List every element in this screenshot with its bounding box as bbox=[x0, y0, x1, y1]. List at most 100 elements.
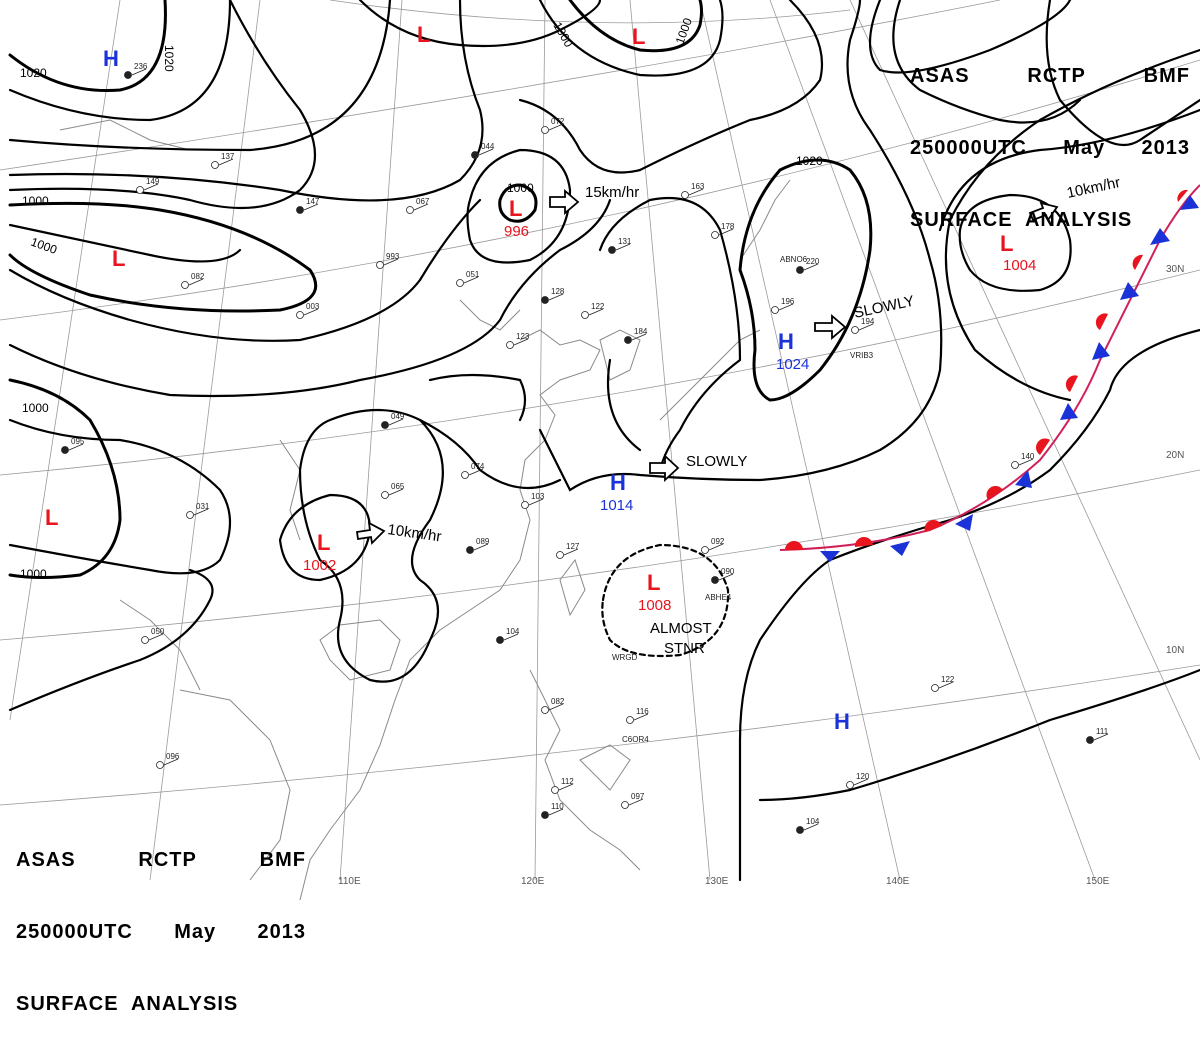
high-pressure-value: 1024 bbox=[776, 356, 809, 373]
wind-barb bbox=[688, 188, 704, 196]
wind-barb bbox=[633, 713, 649, 721]
wind-barb bbox=[563, 548, 579, 556]
station-pressure-label: 116 bbox=[636, 707, 649, 716]
header-time: 250000UTC bbox=[16, 921, 133, 943]
station-pressure-label: 149 bbox=[146, 177, 160, 186]
station-pressure-label: 140 bbox=[1021, 452, 1035, 461]
motion-arrow-icon bbox=[1028, 201, 1059, 222]
station-marker bbox=[1086, 736, 1094, 744]
isobar-label: 1000 bbox=[22, 194, 49, 208]
cold-front-triangles bbox=[820, 195, 1199, 562]
station-marker bbox=[556, 551, 564, 559]
latitude-label: 20N bbox=[1166, 450, 1184, 461]
station-pressure-label: 050 bbox=[151, 627, 165, 636]
station-pressure-label: 110 bbox=[551, 802, 564, 811]
station-pressure-label: 194 bbox=[861, 317, 875, 326]
station-pressure-label: 095 bbox=[71, 437, 85, 446]
wind-barb bbox=[188, 278, 204, 286]
grid-labels: 110E 120E 130E 140E 150E 30N 20N 10N bbox=[338, 264, 1184, 887]
station-marker bbox=[851, 326, 859, 334]
wind-barb bbox=[388, 418, 404, 426]
warm-front-semicircles bbox=[785, 189, 1188, 550]
station-marker bbox=[461, 471, 469, 479]
wind-barb bbox=[383, 258, 399, 266]
station-marker bbox=[181, 281, 189, 289]
wind-barb bbox=[588, 308, 604, 316]
ship-id-label: VRIB3 bbox=[850, 351, 874, 360]
wind-barb bbox=[548, 808, 564, 816]
wind-barb bbox=[143, 183, 159, 191]
motion-arrow-icon bbox=[649, 453, 680, 483]
station-pressure-label: 120 bbox=[856, 772, 870, 781]
wind-barb bbox=[858, 323, 874, 331]
wind-barb bbox=[615, 243, 631, 251]
station-pressure-label: 103 bbox=[531, 492, 545, 501]
wind-barb bbox=[548, 703, 564, 711]
station-pressure-label: 993 bbox=[386, 252, 400, 261]
station-marker bbox=[771, 306, 779, 314]
station-pressure-label: 137 bbox=[221, 152, 235, 161]
station-pressure-label: 097 bbox=[631, 792, 645, 801]
station-pressure-label: 082 bbox=[191, 272, 205, 281]
isobar-label-extra: 1000 bbox=[507, 181, 534, 195]
wind-barb bbox=[778, 303, 794, 311]
station-pressure-label: 131 bbox=[618, 237, 632, 246]
station-pressure-label: 092 bbox=[711, 537, 725, 546]
station-pressure-label: 104 bbox=[506, 627, 520, 636]
low-pressure-symbol: L bbox=[45, 505, 58, 530]
station-pressure-label: 184 bbox=[634, 327, 648, 336]
wind-barb bbox=[131, 68, 147, 76]
wind-barb bbox=[468, 468, 484, 476]
isobar-label: 1020 bbox=[162, 45, 176, 72]
station-marker bbox=[541, 811, 549, 819]
station-marker bbox=[521, 501, 529, 509]
low-pressure-symbol: L bbox=[112, 246, 125, 271]
low-pressure-value: 1002 bbox=[303, 557, 336, 574]
station-marker bbox=[796, 266, 804, 274]
header-top-right: ASAS RCTP BMF 250000UTC May 2013 SURFACE… bbox=[910, 16, 1190, 256]
station-marker bbox=[931, 684, 939, 692]
motion-label: ALMOST bbox=[650, 620, 712, 637]
wind-barb bbox=[718, 228, 734, 236]
station-marker bbox=[608, 246, 616, 254]
wind-barb bbox=[803, 263, 819, 271]
station-marker bbox=[61, 446, 69, 454]
station-marker bbox=[846, 781, 854, 789]
wind-barb bbox=[478, 148, 494, 156]
high-pressure-symbol: H bbox=[834, 709, 850, 734]
station-marker bbox=[1011, 461, 1019, 469]
low-pressure-symbol: L bbox=[509, 196, 522, 221]
isobar-label: 1020 bbox=[20, 66, 47, 80]
high-pressure-symbol: H bbox=[778, 329, 794, 354]
wind-barb bbox=[388, 488, 404, 496]
header-line1: ASAS RCTP BMF bbox=[16, 848, 306, 872]
wind-barb bbox=[803, 823, 819, 831]
station-marker bbox=[471, 151, 479, 159]
isobar-label: 1000 bbox=[20, 567, 47, 581]
header-station: RCTP bbox=[138, 849, 197, 871]
header-title: SURFACE ANALYSIS bbox=[910, 209, 1133, 231]
low-pressure-symbol: L bbox=[647, 570, 660, 595]
station-marker bbox=[541, 126, 549, 134]
motion-label: STNR bbox=[664, 640, 705, 657]
wind-barb bbox=[503, 633, 519, 641]
station-pressure-label: 196 bbox=[781, 297, 795, 306]
header-agency: ASAS bbox=[910, 65, 970, 87]
station-pressure-label: 104 bbox=[806, 817, 820, 826]
station-pressure-label: 147 bbox=[306, 197, 320, 206]
header-month: May bbox=[174, 921, 217, 943]
station-marker bbox=[466, 546, 474, 554]
station-marker bbox=[496, 636, 504, 644]
wind-barb bbox=[463, 276, 479, 284]
wind-barb bbox=[853, 778, 869, 786]
ship-id-label: C6OR4 bbox=[622, 735, 649, 744]
longitude-grid bbox=[9, 0, 1200, 881]
ship-id-label: ABHE4 bbox=[705, 593, 732, 602]
pressure-centers: H L L L L L H L L H L H bbox=[45, 22, 1013, 734]
wind-barb bbox=[558, 783, 574, 791]
wind-barb bbox=[513, 338, 529, 346]
header-year: 2013 bbox=[257, 921, 306, 943]
wind-barb bbox=[218, 158, 234, 166]
station-marker bbox=[456, 279, 464, 287]
low-pressure-value: 1008 bbox=[638, 597, 671, 614]
